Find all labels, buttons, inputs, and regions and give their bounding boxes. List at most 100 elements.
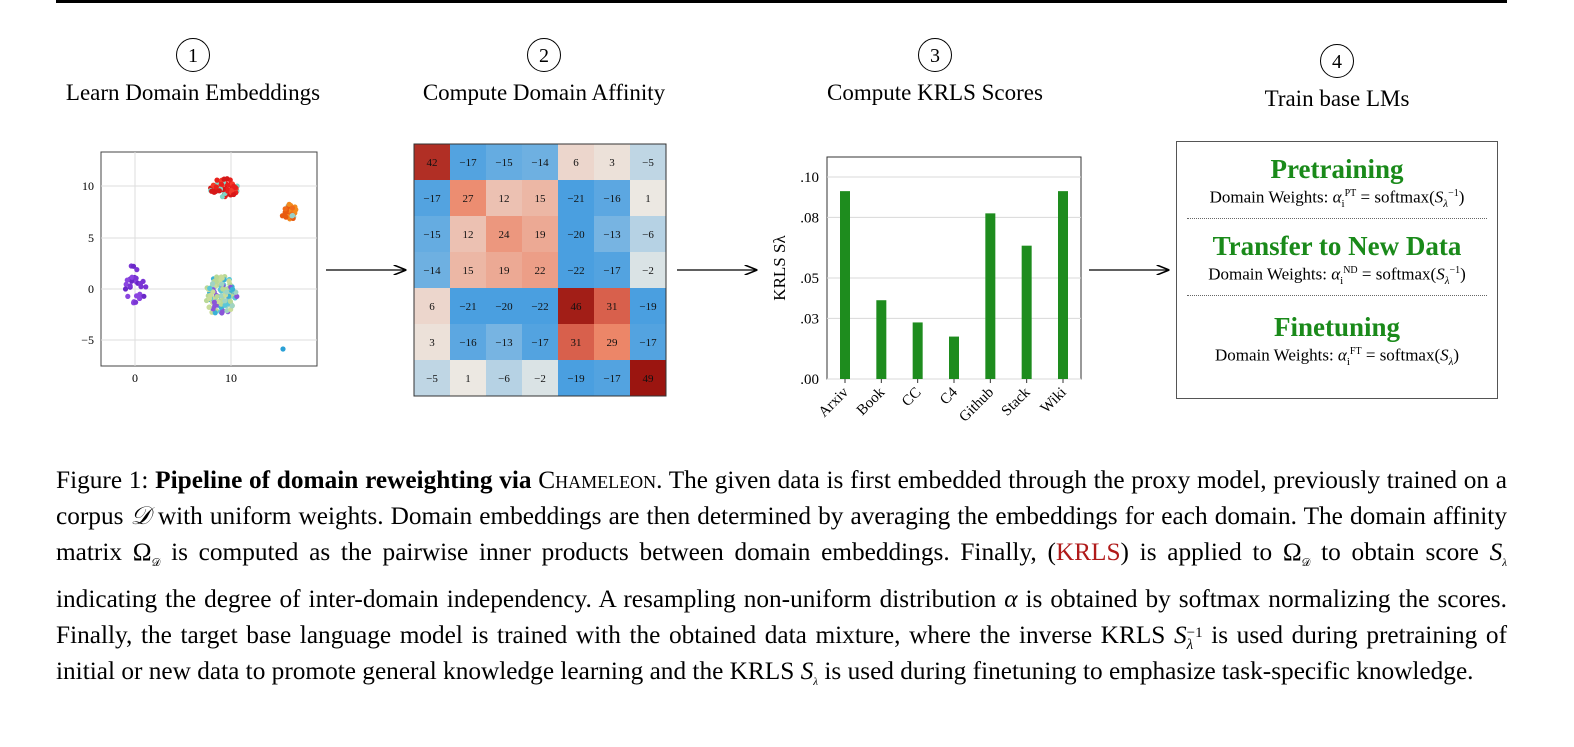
formula-prefix: Domain Weights: xyxy=(1208,264,1332,284)
heatmap-cell-value: −19 xyxy=(639,301,657,313)
scatter-point xyxy=(286,201,292,207)
heatmap-cell-value: 42 xyxy=(427,157,438,169)
scatter-point xyxy=(129,278,135,284)
heatmap-cell-value: −21 xyxy=(459,301,476,313)
heatmap-cell xyxy=(486,288,522,324)
heatmap-cell xyxy=(522,144,558,180)
scatter-point xyxy=(209,281,216,287)
stage-1-number: 1 xyxy=(176,38,210,72)
scatter-point xyxy=(219,275,225,281)
heatmap-cell-value: 19 xyxy=(499,265,511,277)
transfer-weights-formula: Domain Weights: αiND = softmax(Sλ−1) xyxy=(1187,261,1487,297)
heatmap-cell xyxy=(450,360,486,396)
heatmap-cell xyxy=(486,180,522,216)
heatmap-cell xyxy=(414,288,450,324)
stage-4-header: 4 Train base LMs xyxy=(1187,44,1487,112)
pipeline-figure: 10 5 0 −5 0 10 42 −17 −15 −14 6 3 −5−17 27 12 15−… xyxy=(81,143,1574,425)
formula-superscript: ND xyxy=(1343,265,1358,277)
heatmap-cell xyxy=(522,288,558,324)
scatter-x-tick: 0 xyxy=(132,371,138,385)
scatter-y-tick: 5 xyxy=(88,231,94,245)
pretraining-section: Pretraining Domain Weights: αiPT = softm… xyxy=(1177,142,1497,220)
heatmap-cell-value: −14 xyxy=(531,157,549,169)
formula-function: softmax( xyxy=(1374,187,1435,207)
heatmap-cell-value: 1 xyxy=(645,193,651,205)
bar-github xyxy=(985,213,996,379)
heatmap-cell xyxy=(630,360,666,396)
heatmap-cell xyxy=(450,288,486,324)
stage-3-title: Compute KRLS Scores xyxy=(827,80,1043,105)
heatmap-cell xyxy=(522,252,558,288)
scatter-point xyxy=(214,293,220,300)
transfer-title: Transfer to New Data xyxy=(1212,231,1462,262)
scatter-point xyxy=(211,299,217,305)
heatmap-cell xyxy=(630,288,666,324)
heatmap-cell-value: 49 xyxy=(643,373,655,385)
heatmap-cell-value: 22 xyxy=(535,265,546,277)
scatter-point xyxy=(133,293,140,299)
bar-y-tick: .00 xyxy=(800,372,819,388)
scatter-point xyxy=(133,299,139,305)
heatmap-cell-value: 29 xyxy=(607,337,619,349)
formula-argument: S xyxy=(1434,187,1444,207)
formula-inverse: −1 xyxy=(1449,265,1461,277)
heatmap-cell-value: −5 xyxy=(642,157,654,169)
scatter-point xyxy=(289,205,296,211)
formula-superscript: FT xyxy=(1349,346,1362,358)
heatmap-cell xyxy=(630,180,666,216)
heatmap-cell-value: 31 xyxy=(571,337,582,349)
finetuning-weights-formula: Domain Weights: αiFT = softmax(Sλ) xyxy=(1214,345,1460,369)
pretraining-title: Pretraining xyxy=(1270,154,1404,184)
stage-3-header: 3 Compute KRLS Scores xyxy=(785,38,1085,106)
heatmap-cell-value: −6 xyxy=(642,229,654,241)
formula-close: ) xyxy=(1453,345,1460,365)
heatmap-cell xyxy=(486,324,522,360)
caption-text: . The given data is first embedded throu… xyxy=(56,466,1508,530)
bar-book xyxy=(876,300,887,379)
heatmap-cell-value: 6 xyxy=(429,301,435,313)
krls-link[interactable]: KRLS xyxy=(1055,538,1121,566)
heatmap-cell xyxy=(414,252,450,288)
formula-close: ) xyxy=(1458,187,1465,207)
heatmap-cell-value: −20 xyxy=(495,301,513,313)
heatmap-cell xyxy=(558,324,594,360)
heatmap-cell-value: −17 xyxy=(603,265,621,277)
bar-x-tick-label: Arxiv xyxy=(816,384,852,420)
heatmap-cell xyxy=(414,360,450,396)
formula-superscript: PT xyxy=(1344,188,1357,199)
bar-y-tick: .05 xyxy=(800,271,819,287)
bar-c4 xyxy=(949,336,959,379)
scatter-point xyxy=(229,303,235,309)
scatter-point xyxy=(216,188,222,194)
scatter-point xyxy=(229,286,236,292)
scatter-point xyxy=(219,281,225,287)
bar-cc xyxy=(912,322,923,379)
bar-y-ticks: .00 .03 .05 .08 .10 xyxy=(800,170,819,388)
scatter-point xyxy=(213,184,219,190)
scatter-point xyxy=(214,274,220,280)
heatmap-cell-value: −20 xyxy=(567,229,585,241)
scatter-point xyxy=(214,177,220,183)
stage-2-number: 2 xyxy=(527,38,561,72)
stage-1-title: Learn Domain Embeddings xyxy=(65,80,321,105)
bar-x-tick-label: Stack xyxy=(999,384,1034,419)
scatter-point xyxy=(224,186,230,192)
scatter-point xyxy=(123,281,129,287)
heatmap-cell xyxy=(594,252,630,288)
train-base-lms-box: Pretraining Domain Weights: αiPT = softm… xyxy=(1176,141,1498,399)
heatmap-cell-value: 3 xyxy=(429,337,435,349)
heatmap-cell xyxy=(558,216,594,252)
heatmap-cell-value: 15 xyxy=(535,193,547,205)
formula-prefix: Domain Weights: xyxy=(1209,187,1333,207)
heatmap-frame xyxy=(413,143,667,397)
scatter-point xyxy=(130,263,137,269)
embedding-scatter-plot: 10 5 0 −5 0 10 xyxy=(81,151,318,385)
transfer-section: Transfer to New Data Domain Weights: αiN… xyxy=(1177,219,1497,297)
caption-text: to obtain score xyxy=(1310,538,1490,566)
heatmap-cell-value: −2 xyxy=(642,265,654,277)
scatter-point xyxy=(227,298,234,305)
bar-x-tick-label: Github xyxy=(956,385,997,426)
heatmap-cell xyxy=(522,324,558,360)
